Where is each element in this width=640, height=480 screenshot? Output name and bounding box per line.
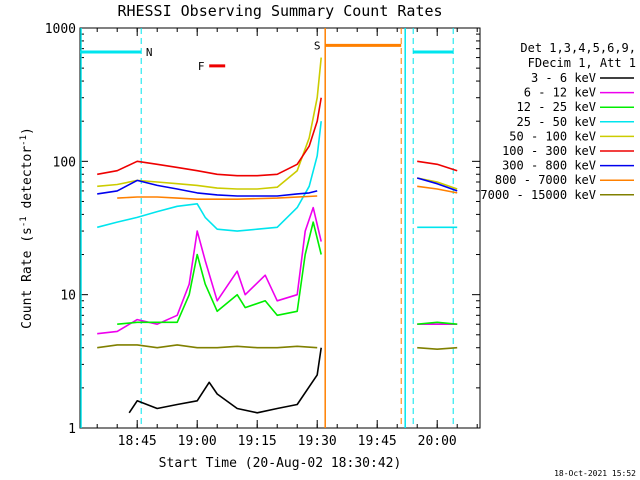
x-tick-label: 18:45 <box>118 434 157 449</box>
legend-header-line: FDecim 1, Att 1 <box>528 56 636 70</box>
legend-label: 300 - 800 keV <box>502 159 596 173</box>
series-line <box>97 344 458 350</box>
plot-timestamp: 18-Oct-2021 15:52 <box>554 469 636 478</box>
legend-label: 800 - 7000 keV <box>495 173 596 187</box>
series-line <box>117 185 458 200</box>
x-tick-label: 19:45 <box>358 434 397 449</box>
flag-label-n: N <box>146 46 153 59</box>
plot-area: 1 10 100 1000 18:45 19:00 19:15 19:30 19:45 20:00… <box>45 22 481 449</box>
plot-frame <box>79 27 481 429</box>
y-tick-label: 1 <box>68 422 76 437</box>
legend-label: 12 - 25 keV <box>517 100 596 114</box>
legend-label: 7000 - 15000 keV <box>480 188 596 202</box>
y-tick-label: 1000 <box>45 22 76 37</box>
y-axis-label: Count Rate (s-1 detector-1) <box>19 127 35 329</box>
series-line <box>97 177 458 197</box>
x-tick-label: 20:00 <box>418 434 457 449</box>
chart-title: RHESSI Observing Summary Count Rates <box>117 2 442 20</box>
x-axis-label: Start Time (20-Aug-02 18:30:42) <box>159 456 402 471</box>
flag-label-f: F <box>198 60 205 73</box>
legend-header-line: Det 1,3,4,5,6,9, <box>520 41 636 55</box>
x-tick-label: 19:15 <box>238 434 277 449</box>
y-axis-label-exponent: -1 <box>19 216 29 227</box>
legend-header: Det 1,3,4,5,6,9, FDecim 1, Att 1 <box>520 41 636 70</box>
flag-label-s: S <box>314 39 321 52</box>
y-axis-label-part: detector <box>20 146 35 217</box>
legend-label: 3 - 6 keV <box>531 71 596 85</box>
series-line <box>97 97 458 177</box>
series-line <box>97 57 458 190</box>
y-tick-label: 100 <box>53 155 76 170</box>
series-line <box>96 121 458 232</box>
series-line <box>128 347 322 414</box>
y-axis-label-part: Count Rate (s <box>20 227 35 329</box>
legend-label: 50 - 100 keV <box>509 129 596 143</box>
x-tick-label: 19:00 <box>178 434 217 449</box>
legend-label: 25 - 50 keV <box>517 115 596 129</box>
legend-label: 100 - 300 keV <box>502 144 596 158</box>
y-tick-label: 10 <box>60 289 76 304</box>
x-tick-label: 19:30 <box>298 434 337 449</box>
legend-label: 6 - 12 keV <box>524 86 596 100</box>
series-line <box>117 221 458 325</box>
y-axis-label-exponent: -1 <box>19 135 29 146</box>
y-axis-label-part: ) <box>20 127 35 135</box>
